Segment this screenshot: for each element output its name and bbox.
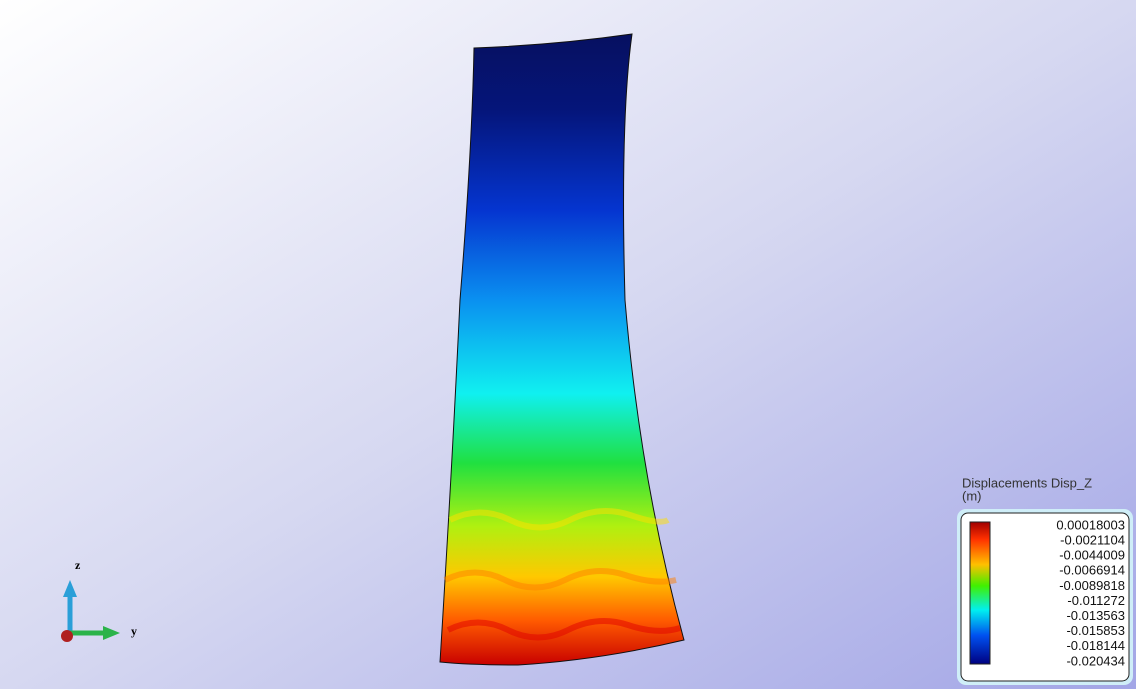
legend-value: -0.018144 xyxy=(1066,638,1125,653)
legend-value: 0.00018003 xyxy=(1056,517,1125,532)
legend-value: -0.0089818 xyxy=(1059,578,1125,593)
legend-value: -0.013563 xyxy=(1066,608,1125,623)
z-label: z xyxy=(75,558,81,572)
legend-title: Displacements Disp_Z xyxy=(962,475,1092,490)
legend-value: -0.0021104 xyxy=(1060,533,1125,548)
legend-value: -0.0066914 xyxy=(1059,563,1125,578)
legend-value: -0.015853 xyxy=(1066,623,1125,638)
viewport: z y Displacements Disp_Z (m) 0.00018003-… xyxy=(0,0,1136,689)
legend-value: -0.0044009 xyxy=(1059,548,1125,563)
y-label: y xyxy=(131,624,137,638)
scene: z y Displacements Disp_Z (m) 0.00018003-… xyxy=(0,0,1136,689)
legend-value: -0.011272 xyxy=(1067,593,1125,608)
x-axis-origin xyxy=(61,630,73,642)
color-bar xyxy=(970,522,990,664)
legend-value: -0.020434 xyxy=(1066,653,1125,668)
legend-unit: (m) xyxy=(962,488,982,503)
